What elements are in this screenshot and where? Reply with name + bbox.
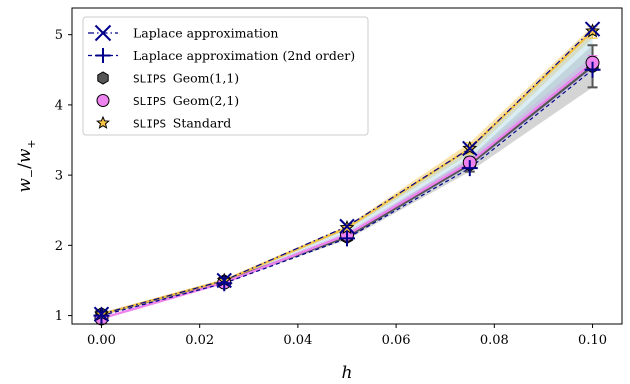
y-tick-label: 2 <box>55 239 63 254</box>
plot-frame <box>71 7 623 325</box>
marker-series-1-3 <box>461 160 478 177</box>
legend-label: SLIPS Standard <box>133 116 231 131</box>
marker-series-1-2 <box>339 230 355 247</box>
marker-series-1-4 <box>584 61 601 78</box>
legend-marker-4 <box>96 115 110 129</box>
x-tick-label: 0.06 <box>382 333 411 348</box>
legend-label: Laplace approximation (2nd order) <box>133 48 355 63</box>
legend-label: SLIPS Geom(1,1) <box>133 71 239 86</box>
x-tick-label: 0.08 <box>480 333 509 348</box>
x-tick-label: 0.10 <box>578 333 607 348</box>
x-tick-label: 0.02 <box>185 333 214 348</box>
x-tick-label: 0.04 <box>283 333 312 348</box>
marker-series-0-3 <box>462 140 478 157</box>
marker-series-0-2 <box>339 218 355 235</box>
marker-series-1-0 <box>93 307 110 324</box>
x-axis-ticks: 0.00 0.02 0.04 0.06 0.08 0.10 <box>87 324 607 348</box>
y-axis-ticks: 1 2 3 4 5 <box>55 28 72 324</box>
series-markers <box>93 21 601 326</box>
x-axis-label: h <box>342 363 353 383</box>
y-tick-label: 4 <box>55 98 63 113</box>
y-tick-label: 3 <box>55 169 63 184</box>
legend-marker-1 <box>95 48 111 63</box>
y-axis-label: w−/w+ <box>15 139 38 192</box>
legend-marker-3 <box>96 94 110 107</box>
line-series-1 <box>101 69 593 317</box>
legend-label: SLIPS Geom(2,1) <box>133 93 239 108</box>
legend-box <box>82 16 369 136</box>
legend: Laplace approximation Laplace approximati… <box>82 16 369 136</box>
y-tick-label: 5 <box>55 28 63 43</box>
marker-series-1-1 <box>216 275 233 292</box>
x-tick-label: 0.00 <box>87 333 116 348</box>
legend-marker-0 <box>94 24 112 42</box>
y-tick-label: 1 <box>55 309 63 324</box>
marker-series-0-4 <box>584 21 601 37</box>
legend-marker-2 <box>97 71 109 85</box>
legend-label: Laplace approximation <box>133 26 278 41</box>
